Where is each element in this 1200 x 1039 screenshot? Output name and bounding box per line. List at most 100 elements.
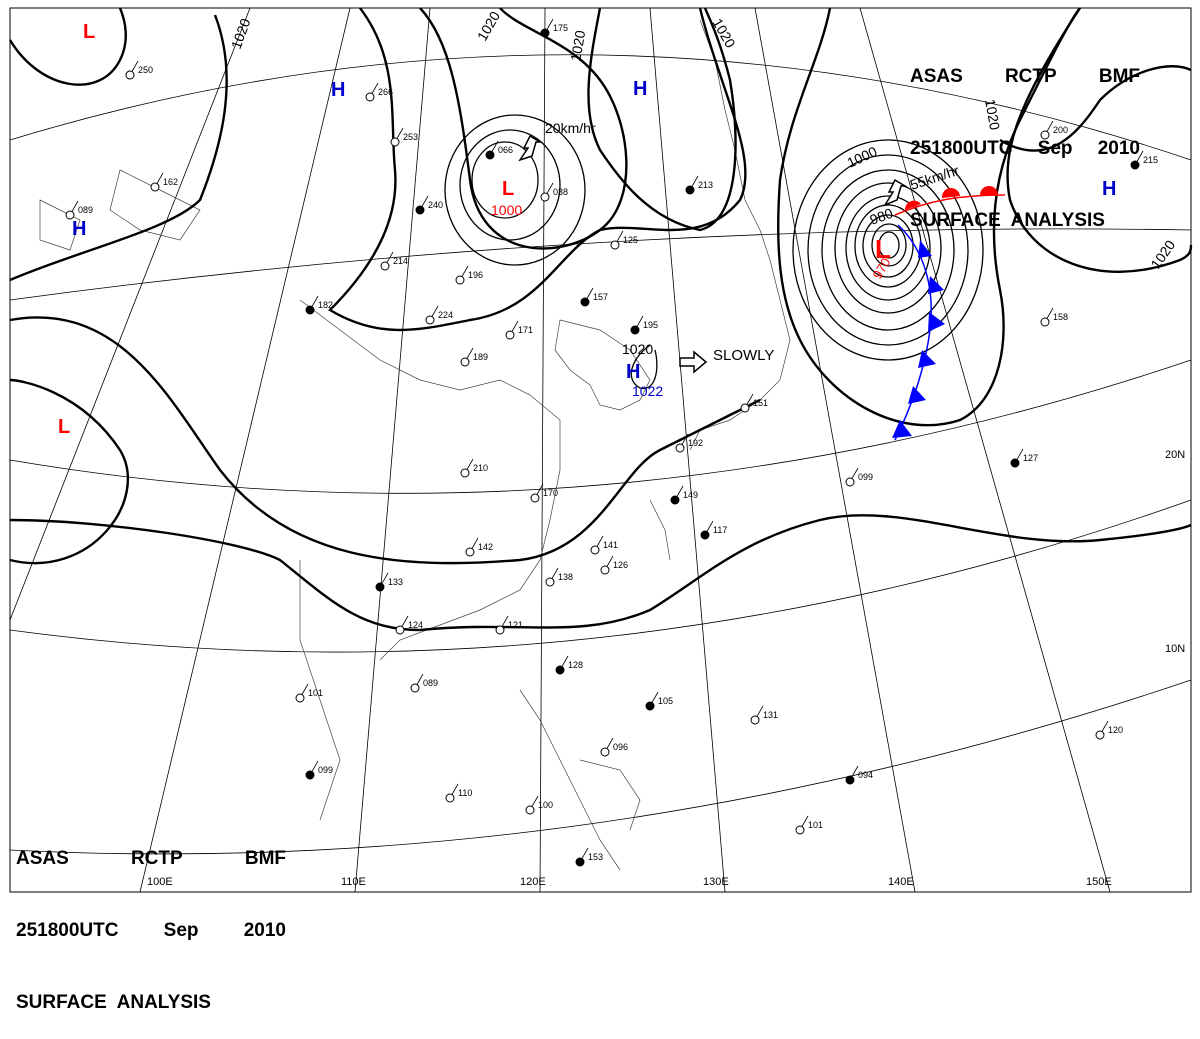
coastlines [39, 19, 791, 871]
header-title: SURFACE ANALYSIS [910, 210, 1105, 231]
station-pressure: 210 [473, 463, 488, 473]
low-center: L [58, 416, 70, 438]
station-plot: 153 [575, 847, 603, 867]
station-circle [425, 315, 435, 325]
station-plot: 240 [415, 195, 443, 215]
station-pressure: 142 [478, 542, 493, 552]
header-title: SURFACE ANALYSIS [16, 992, 211, 1013]
station-circle [460, 468, 470, 478]
station-plot: 200 [1040, 120, 1068, 140]
station-circle [465, 547, 475, 557]
station-pressure: 133 [388, 577, 403, 587]
high-center: H [331, 79, 345, 101]
station-plot: 089 [65, 200, 93, 220]
isobar-label: 1000 [845, 143, 880, 171]
station-circle [485, 150, 495, 160]
header-code: BMF [1098, 66, 1140, 87]
station-plot: 142 [465, 537, 493, 557]
station-pressure: 126 [613, 560, 628, 570]
station-pressure: 099 [318, 765, 333, 775]
station-circle [600, 565, 610, 575]
station-circle [390, 137, 400, 147]
station-circle [1095, 730, 1105, 740]
station-pressure: 200 [1053, 125, 1068, 135]
station-plot: 100 [525, 795, 553, 815]
station-plot: 117 [700, 520, 727, 540]
station-pressure: 100 [538, 800, 553, 810]
isobar-label: 1020 [709, 16, 739, 51]
station-plot: 099 [305, 760, 333, 780]
station-plot: 125 [610, 230, 638, 250]
station-pressure: 151 [753, 398, 768, 408]
station-circle [750, 715, 760, 725]
station-circle [685, 185, 695, 195]
isobar-label: 1020 [1147, 237, 1178, 272]
station-plot: 124 [395, 615, 423, 635]
header-month: Sep [1037, 138, 1073, 159]
station-circle [580, 297, 590, 307]
station-circle [305, 770, 315, 780]
header-time: 251800UTC [910, 138, 1013, 159]
station-plot: 126 [600, 555, 628, 575]
longitude-label: 110E [341, 876, 366, 888]
station-pressure: 089 [423, 678, 438, 688]
station-plot: 213 [685, 175, 713, 195]
latitude-grid [9, 54, 1192, 855]
header-year: 2010 [243, 920, 286, 941]
header-top-right: ASAS RCTP BMF 251800UTC Sep 2010 SURFACE ANA… [910, 17, 1140, 257]
station-pressure: 096 [613, 742, 628, 752]
station-circle [455, 275, 465, 285]
station-pressure: 250 [138, 65, 153, 75]
station-plot: 170 [530, 483, 558, 503]
header-code: BMF [244, 848, 286, 869]
station-circle [795, 825, 805, 835]
station-circle [675, 443, 685, 453]
station-plot: 214 [380, 251, 408, 271]
station-plot: 224 [425, 305, 453, 325]
station-plot: 189 [460, 347, 488, 367]
station-pressure: 253 [403, 132, 418, 142]
station-plot: 210 [460, 458, 488, 478]
station-plot: 066 [485, 140, 513, 160]
longitude-label: 150E [1086, 876, 1112, 888]
station-circle [600, 747, 610, 757]
station-plot: 175 [540, 18, 568, 38]
station-circle [575, 857, 585, 867]
low-center-970: L [875, 234, 891, 264]
high-center: H [72, 218, 86, 240]
station-plot: 253 [390, 127, 418, 147]
station-pressure: 224 [438, 310, 453, 320]
station-circle [700, 530, 710, 540]
station-plot: 196 [455, 265, 483, 285]
station-plot: 158 [1040, 307, 1068, 327]
station-pressure: 125 [623, 235, 638, 245]
longitude-label: 140E [888, 876, 914, 888]
station-circle [415, 205, 425, 215]
station-circle [530, 493, 540, 503]
isobar-label: 1020 [622, 341, 653, 357]
station-pressure: 141 [603, 540, 618, 550]
station-plot: 151 [740, 393, 768, 413]
station-plot: 149 [670, 485, 698, 505]
high-center-1022: H [626, 361, 640, 383]
station-pressure: 153 [588, 852, 603, 862]
station-plot: 171 [505, 320, 533, 340]
cold-front [892, 224, 945, 441]
station-pressure: 066 [498, 145, 513, 155]
station-circle [545, 577, 555, 587]
station-pressure: 182 [318, 300, 333, 310]
station-pressure: 192 [688, 438, 703, 448]
isobars [8, 7, 1193, 632]
station-plot: 094 [845, 765, 873, 785]
station-pressure: 266 [378, 87, 393, 97]
station-pressure: 099 [858, 472, 873, 482]
station-plot: 131 [750, 705, 778, 725]
station-pressure: 213 [698, 180, 713, 190]
isobar-label: 1020 [228, 16, 254, 51]
station-plot: 162 [150, 172, 178, 192]
station-plot: 105 [645, 691, 673, 711]
station-pressure: 196 [468, 270, 483, 280]
station-pressure: 149 [683, 490, 698, 500]
station-circle [540, 192, 550, 202]
station-pressure: 121 [508, 620, 523, 630]
